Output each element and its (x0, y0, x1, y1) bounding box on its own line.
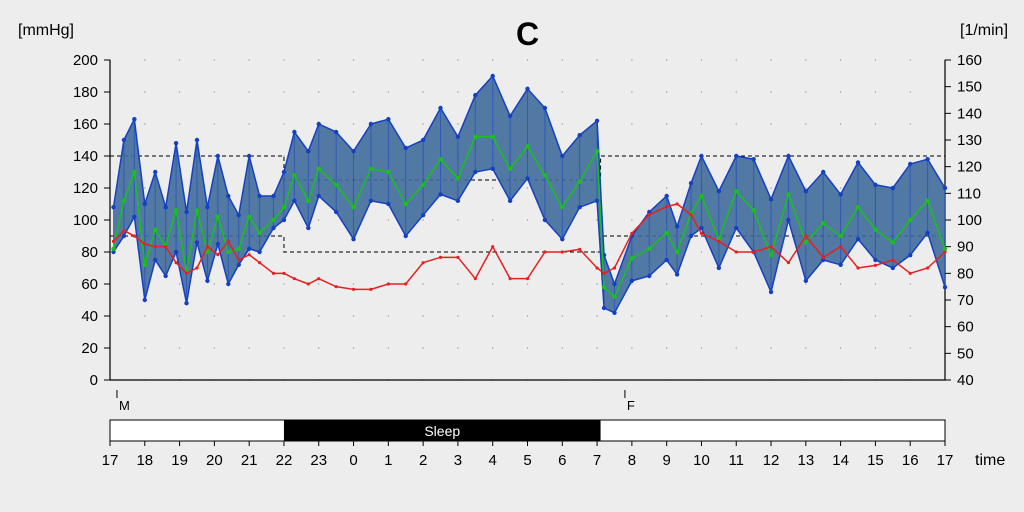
x-tick-label: 23 (310, 452, 327, 469)
right-tick-label: 140 (957, 105, 982, 122)
x-tick-label: 16 (902, 452, 919, 469)
sleep-label: Sleep (424, 423, 460, 439)
x-tick-label: 17 (937, 452, 954, 469)
bp-chart: 0204060801001201401601802004050607080901… (0, 0, 1024, 512)
left-tick-label: 20 (81, 340, 98, 357)
x-tick-label: 19 (171, 452, 188, 469)
panel-title: C (516, 16, 539, 52)
left-tick-label: 140 (73, 148, 98, 165)
phase-flag: M (119, 398, 130, 413)
x-tick-label: 7 (593, 452, 601, 469)
right-tick-label: 80 (957, 265, 974, 282)
right-tick-label: 150 (957, 79, 982, 96)
x-tick-label: 14 (832, 452, 849, 469)
right-tick-label: 120 (957, 159, 982, 176)
right-tick-label: 100 (957, 212, 982, 229)
x-tick-label: 13 (797, 452, 814, 469)
x-tick-label: 22 (276, 452, 293, 469)
x-tick-label: 20 (206, 452, 223, 469)
left-axis-label: [mmHg] (18, 22, 74, 39)
x-tick-label: 4 (489, 452, 497, 469)
x-tick-label: 3 (454, 452, 462, 469)
left-tick-label: 0 (90, 372, 98, 389)
left-tick-label: 160 (73, 116, 98, 133)
right-tick-label: 60 (957, 319, 974, 336)
right-tick-label: 50 (957, 345, 974, 362)
x-tick-label: 6 (558, 452, 566, 469)
x-tick-label: 8 (628, 452, 636, 469)
right-tick-label: 110 (957, 185, 981, 202)
x-tick-label: 1 (384, 452, 392, 469)
right-axis-label: [1/min] (960, 22, 1008, 39)
x-tick-label: 12 (763, 452, 780, 469)
x-tick-label: 21 (241, 452, 258, 469)
left-tick-label: 60 (81, 276, 98, 293)
x-tick-label: 2 (419, 452, 427, 469)
left-tick-label: 40 (81, 308, 98, 325)
x-tick-label: 5 (523, 452, 531, 469)
x-tick-label: 9 (662, 452, 670, 469)
x-tick-label: 15 (867, 452, 884, 469)
x-tick-label: 0 (349, 452, 357, 469)
x-tick-label: 10 (693, 452, 710, 469)
time-axis-label: time (975, 452, 1005, 469)
right-tick-label: 90 (957, 239, 974, 256)
left-tick-label: 200 (73, 52, 98, 69)
right-tick-label: 160 (957, 52, 982, 69)
right-tick-label: 40 (957, 372, 974, 389)
left-tick-label: 180 (73, 84, 98, 101)
x-tick-label: 18 (136, 452, 153, 469)
phase-flag: F (627, 398, 635, 413)
x-tick-label: 17 (102, 452, 119, 469)
right-tick-label: 130 (957, 132, 982, 149)
left-tick-label: 80 (81, 244, 98, 261)
left-tick-label: 100 (73, 212, 98, 229)
x-tick-label: 11 (728, 452, 744, 469)
left-tick-label: 120 (73, 180, 98, 197)
right-tick-label: 70 (957, 292, 974, 309)
